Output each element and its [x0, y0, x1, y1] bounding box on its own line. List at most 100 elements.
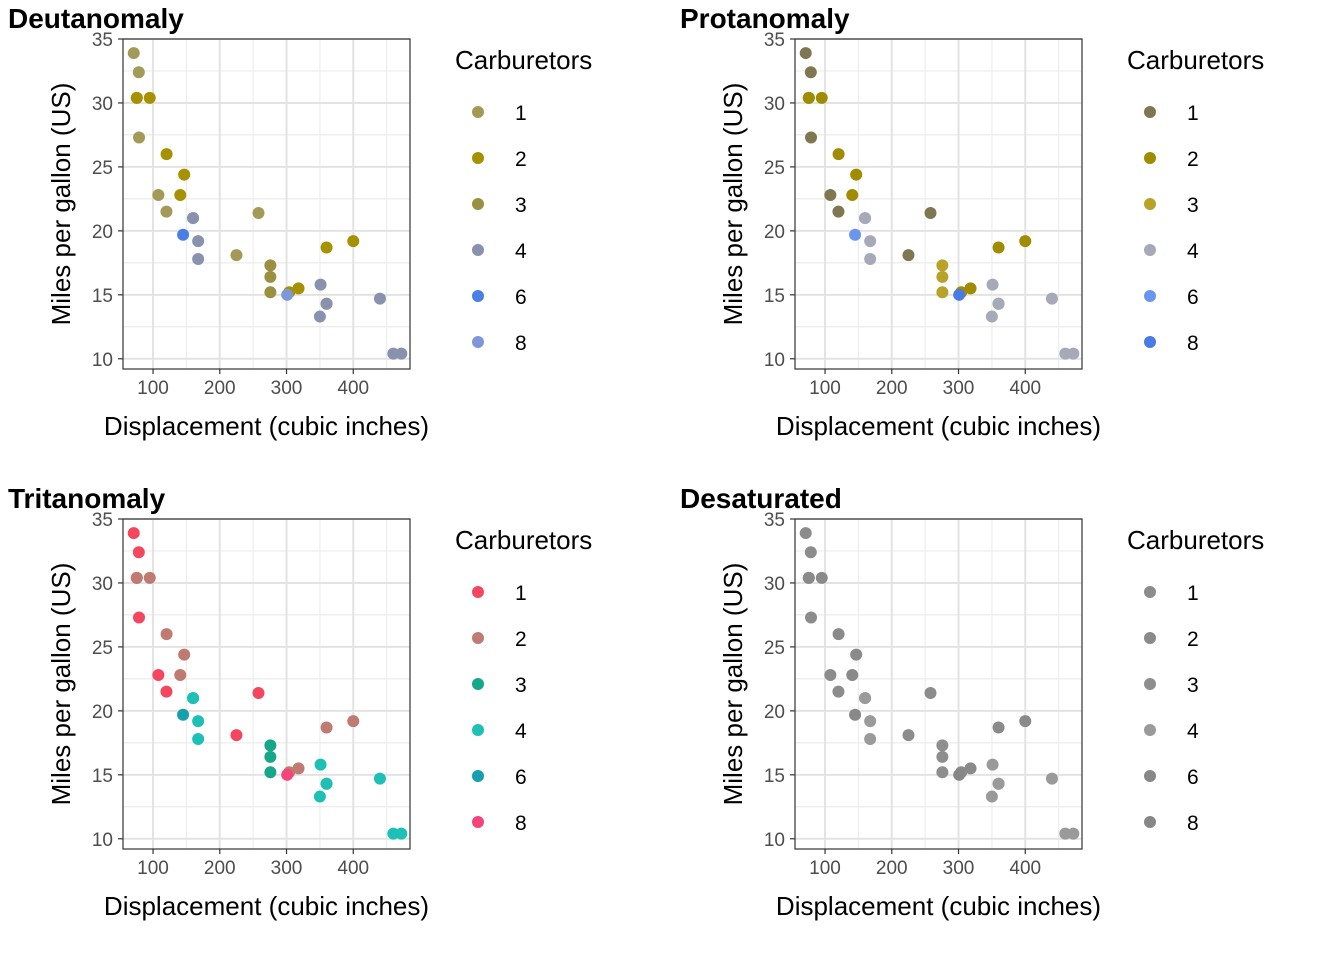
data-point-carb-1	[252, 206, 265, 219]
y-axis-title: Miles per gallon (US)	[718, 83, 748, 326]
legend-label: 1	[515, 582, 527, 605]
data-point-carb-2	[347, 235, 360, 248]
data-point-carb-3	[264, 259, 277, 272]
legend-key-carb-4	[1144, 724, 1156, 736]
data-point-carb-1	[133, 131, 146, 144]
x-tick-label: 200	[876, 378, 908, 399]
data-point-carb-6	[177, 228, 190, 241]
legend-key-carb-8	[472, 336, 484, 348]
y-tick-label: 35	[92, 30, 113, 51]
legend-key-carb-6	[1144, 290, 1156, 302]
legend-key-carb-2	[472, 632, 484, 644]
legend-key-carb-2	[472, 152, 484, 164]
x-tick-label: 100	[137, 378, 169, 399]
legend-label: 1	[1187, 582, 1199, 605]
data-point-carb-1	[805, 611, 818, 624]
data-point-carb-6	[177, 708, 190, 721]
data-point-carb-4	[373, 292, 386, 305]
data-point-carb-4	[985, 310, 998, 323]
data-point-carb-2	[850, 648, 863, 661]
data-point-carb-4	[992, 777, 1005, 790]
legend: Carburetors 1 2 3 4 6 8	[455, 525, 592, 835]
data-point-carb-3	[264, 750, 277, 763]
legend-key-carb-6	[472, 290, 484, 302]
data-point-carb-2	[815, 91, 828, 104]
y-tick-label: 15	[764, 766, 785, 787]
data-point-carb-1	[902, 249, 915, 262]
y-tick-label: 20	[764, 222, 785, 243]
data-point-carb-6	[849, 708, 862, 721]
data-point-carb-1	[902, 729, 915, 742]
data-point-carb-4	[187, 692, 200, 705]
data-point-carb-3	[936, 766, 949, 779]
data-point-carb-3	[936, 739, 949, 752]
y-tick-label: 30	[92, 94, 113, 115]
legend-label: 3	[515, 674, 527, 697]
legend-key-carb-6	[1144, 770, 1156, 782]
legend-label: 6	[515, 286, 527, 309]
data-point-carb-3	[264, 286, 277, 299]
x-tick-label: 400	[337, 378, 369, 399]
data-point-carb-3	[264, 270, 277, 283]
legend-label: 3	[515, 194, 527, 217]
plot-background	[795, 39, 1082, 369]
legend-key-carb-8	[472, 816, 484, 828]
data-point-carb-4	[1045, 772, 1058, 785]
x-tick-label: 100	[137, 858, 169, 879]
y-tick-label: 15	[92, 766, 113, 787]
data-point-carb-4	[387, 347, 400, 360]
legend-key-carb-1	[472, 106, 484, 118]
data-point-carb-4	[859, 212, 872, 225]
data-point-carb-4	[1045, 292, 1058, 305]
x-tick-label: 300	[271, 858, 303, 879]
data-point-carb-2	[292, 762, 305, 775]
legend-label: 6	[1187, 286, 1199, 309]
x-axis-title: Displacement (cubic inches)	[104, 891, 429, 921]
y-tick-label: 10	[92, 830, 113, 851]
legend-label: 3	[1187, 194, 1199, 217]
legend-key-carb-8	[1144, 336, 1156, 348]
data-point-carb-1	[160, 685, 173, 698]
legend-label: 4	[515, 240, 527, 263]
legend: Carburetors 1 2 3 4 6 8	[1127, 45, 1264, 355]
data-point-carb-2	[1019, 235, 1032, 248]
y-tick-label: 35	[92, 510, 113, 531]
data-point-carb-4	[992, 297, 1005, 310]
legend-key-carb-1	[1144, 106, 1156, 118]
legend-label: 6	[515, 766, 527, 789]
data-point-carb-2	[1019, 715, 1032, 728]
x-tick-label: 400	[1009, 378, 1041, 399]
plot-border	[794, 38, 1083, 370]
data-point-carb-4	[373, 772, 386, 785]
data-point-carb-1	[230, 729, 243, 742]
legend-label: 2	[515, 148, 527, 171]
legend-title: Carburetors	[1127, 525, 1264, 555]
y-axis-title: Miles per gallon (US)	[718, 563, 748, 806]
data-point-carb-4	[864, 733, 877, 745]
data-point-carb-1	[160, 205, 173, 218]
data-point-carb-2	[846, 669, 859, 682]
legend-key-carb-3	[472, 198, 484, 210]
chart-panel-4: Desaturated 100 200 300 400 10 15 20 25 30 35 Displ…	[680, 483, 1264, 921]
data-point-carb-2	[320, 241, 333, 254]
x-axis-title: Displacement (cubic inches)	[776, 411, 1101, 441]
legend-title: Carburetors	[455, 525, 592, 555]
data-point-carb-1	[804, 66, 817, 79]
data-point-carb-2	[143, 91, 156, 104]
chart-title: Deutanomaly	[8, 3, 184, 34]
data-point-carb-8	[953, 288, 966, 301]
y-tick-label: 35	[764, 30, 785, 51]
data-point-carb-4	[314, 278, 327, 291]
legend-key-carb-3	[472, 678, 484, 690]
data-point-carb-2	[832, 628, 845, 641]
x-tick-label: 300	[271, 378, 303, 399]
data-point-carb-4	[192, 235, 205, 248]
data-point-carb-4	[192, 253, 205, 265]
legend-key-carb-4	[472, 724, 484, 736]
chart-panel-1: Deutanomaly 100 200 300 400 10 15 20 25 30 35 Displ…	[8, 3, 592, 441]
x-tick-label: 100	[809, 858, 841, 879]
data-point-carb-1	[127, 527, 140, 540]
legend-label: 8	[1187, 812, 1199, 835]
data-point-carb-2	[846, 189, 859, 202]
